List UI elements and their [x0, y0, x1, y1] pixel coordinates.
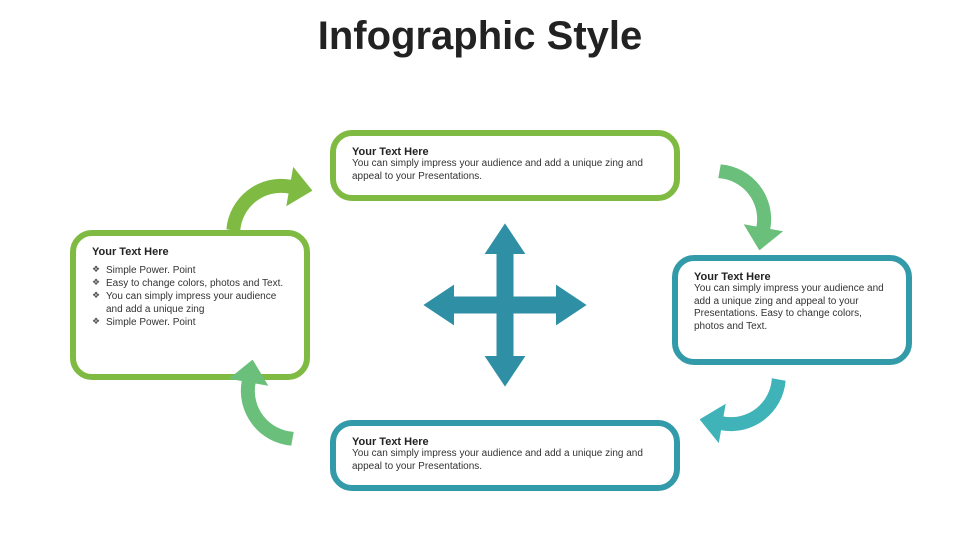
- callout-bottom: Your Text Here You can simply impress yo…: [330, 420, 680, 491]
- callout-right: Your Text Here You can simply impress yo…: [672, 255, 912, 365]
- page-title: Infographic Style: [0, 14, 960, 59]
- callout-left: Your Text Here Simple Power. Point Easy …: [70, 230, 310, 380]
- callout-top: Your Text Here You can simply impress yo…: [330, 130, 680, 201]
- bullet-item: Simple Power. Point: [92, 316, 288, 329]
- curved-arrow-top-left-icon: [212, 150, 312, 250]
- curved-arrow-bottom-right-icon: [700, 360, 800, 460]
- curved-arrow-bottom-left-icon: [212, 360, 312, 460]
- callout-top-header: Your Text Here: [352, 146, 658, 158]
- four-way-arrow-icon: [420, 220, 590, 390]
- bullet-item: Simple Power. Point: [92, 264, 288, 277]
- callout-bottom-body: You can simply impress your audience and…: [352, 448, 658, 473]
- callout-right-header: Your Text Here: [694, 271, 890, 283]
- callout-bottom-header: Your Text Here: [352, 436, 658, 448]
- bullet-item: You can simply impress your audience and…: [92, 290, 288, 316]
- callout-top-body: You can simply impress your audience and…: [352, 158, 658, 183]
- bullet-item: Easy to change colors, photos and Text.: [92, 277, 288, 290]
- callout-right-body: You can simply impress your audience and…: [694, 283, 890, 333]
- curved-arrow-top-right-icon: [700, 150, 800, 250]
- callout-left-bullets: Simple Power. Point Easy to change color…: [92, 264, 288, 329]
- slide: Infographic Style Your Text Here You can…: [0, 0, 960, 540]
